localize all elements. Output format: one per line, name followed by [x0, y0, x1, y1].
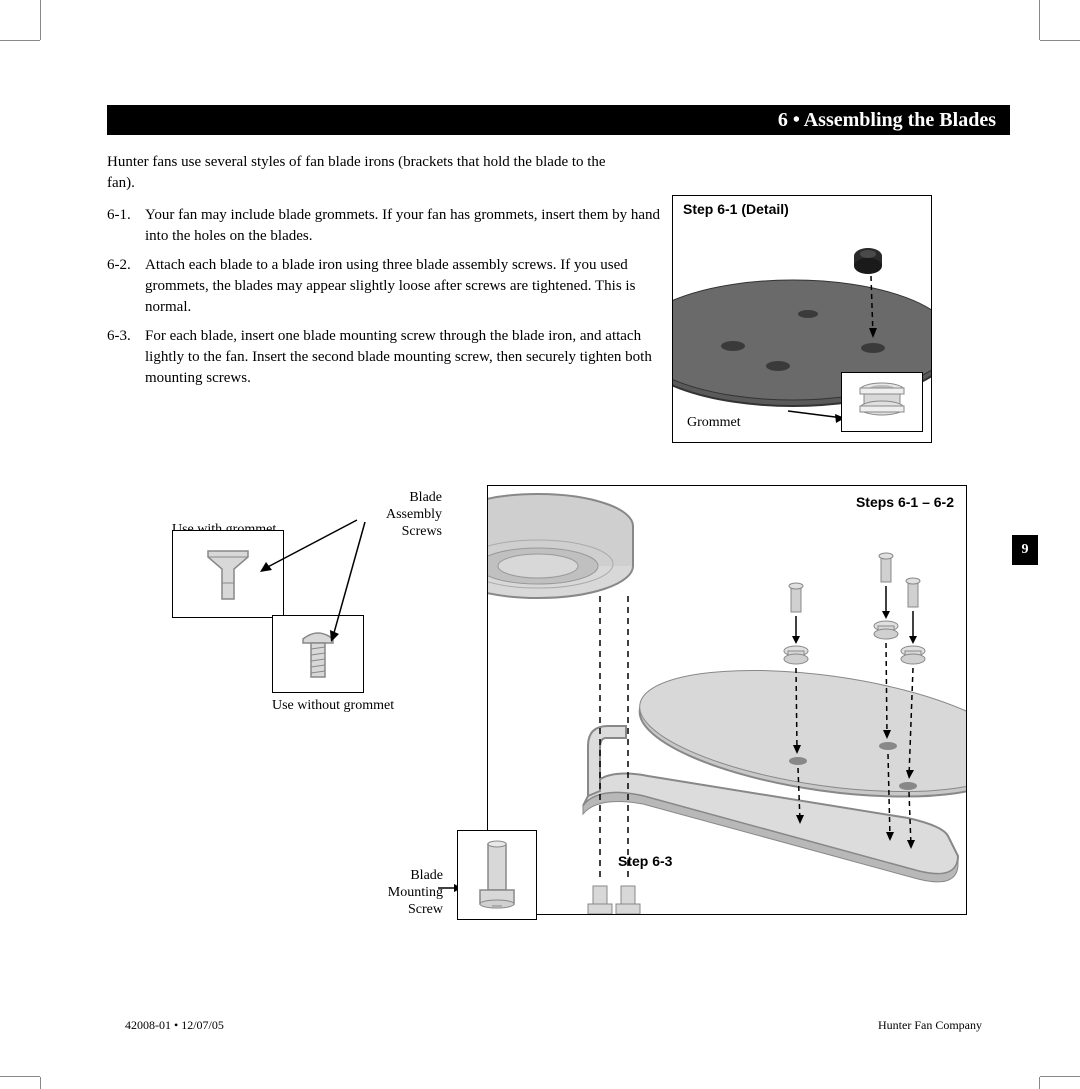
assembly-screw-2 [879, 553, 893, 582]
mount-screw-pair-icon [588, 886, 640, 914]
step-text: For each blade, insert one blade mountin… [145, 326, 662, 389]
blade-assembly-screws-label: Blade Assembly Screws [352, 490, 442, 540]
crop-mark [40, 0, 41, 40]
crop-mark [1040, 40, 1080, 41]
crop-mark [0, 40, 40, 41]
flat-head-screw-inset [172, 530, 284, 618]
grommet-on-blade-1 [784, 646, 808, 664]
step-text: Attach each blade to a blade iron using … [145, 255, 662, 318]
crop-mark [1039, 1077, 1040, 1089]
mounting-screw-icon [472, 838, 522, 913]
grommet-inset [841, 372, 923, 432]
figure-detail-title: Step 6-1 (Detail) [683, 201, 789, 217]
intro-paragraph: Hunter fans use several styles of fan bl… [107, 152, 627, 194]
grommet-icon [852, 378, 912, 426]
flat-head-screw-icon [198, 539, 258, 609]
step-number: 6-2. [107, 255, 145, 318]
figure-detail: Step 6-1 (Detail) [672, 195, 932, 443]
step-item: 6-1. Your fan may include blade grommets… [107, 205, 662, 247]
grommet-on-blade-2 [874, 621, 898, 639]
step-number: 6-1. [107, 205, 145, 247]
assembly-screw-3 [906, 578, 920, 607]
step-list: 6-1. Your fan may include blade grommets… [107, 205, 662, 397]
blade-mounting-screw-label: Blade Mounting Screw [363, 868, 443, 918]
step-item: 6-3. For each blade, insert one blade mo… [107, 326, 662, 389]
crop-mark [1040, 1076, 1080, 1077]
page-number: 9 [1022, 542, 1029, 558]
pan-head-screw-inset [272, 615, 364, 693]
use-without-grommet-label: Use without grommet [272, 698, 394, 714]
section-title: 6 • Assembling the Blades [778, 109, 996, 132]
page-container: 6 • Assembling the Blades Hunter fans us… [42, 40, 1038, 1075]
grommet-on-blade-3 [901, 646, 925, 664]
crop-mark [40, 1077, 41, 1089]
crop-mark [0, 1076, 40, 1077]
main-illustration [488, 486, 967, 915]
crop-mark [1039, 0, 1040, 40]
figure-main-title: Steps 6-1 – 6-2 [856, 494, 954, 510]
step-text: Your fan may include blade grommets. If … [145, 205, 662, 247]
page-number-tab: 9 [1012, 535, 1038, 565]
step-item: 6-2. Attach each blade to a blade iron u… [107, 255, 662, 318]
footer-company: Hunter Fan Company [878, 1018, 982, 1033]
footer-doc-id: 42008-01 • 12/07/05 [125, 1018, 224, 1033]
step-number: 6-3. [107, 326, 145, 389]
step-6-3-label: Step 6-3 [618, 853, 672, 869]
assembly-screw-1 [789, 583, 803, 612]
mounting-screw-inset [457, 830, 537, 920]
section-header-bar: 6 • Assembling the Blades [107, 105, 1010, 135]
figure-main: Steps 6-1 – 6-2 Step 6-3 [487, 485, 967, 915]
pan-head-screw-icon [291, 623, 346, 685]
